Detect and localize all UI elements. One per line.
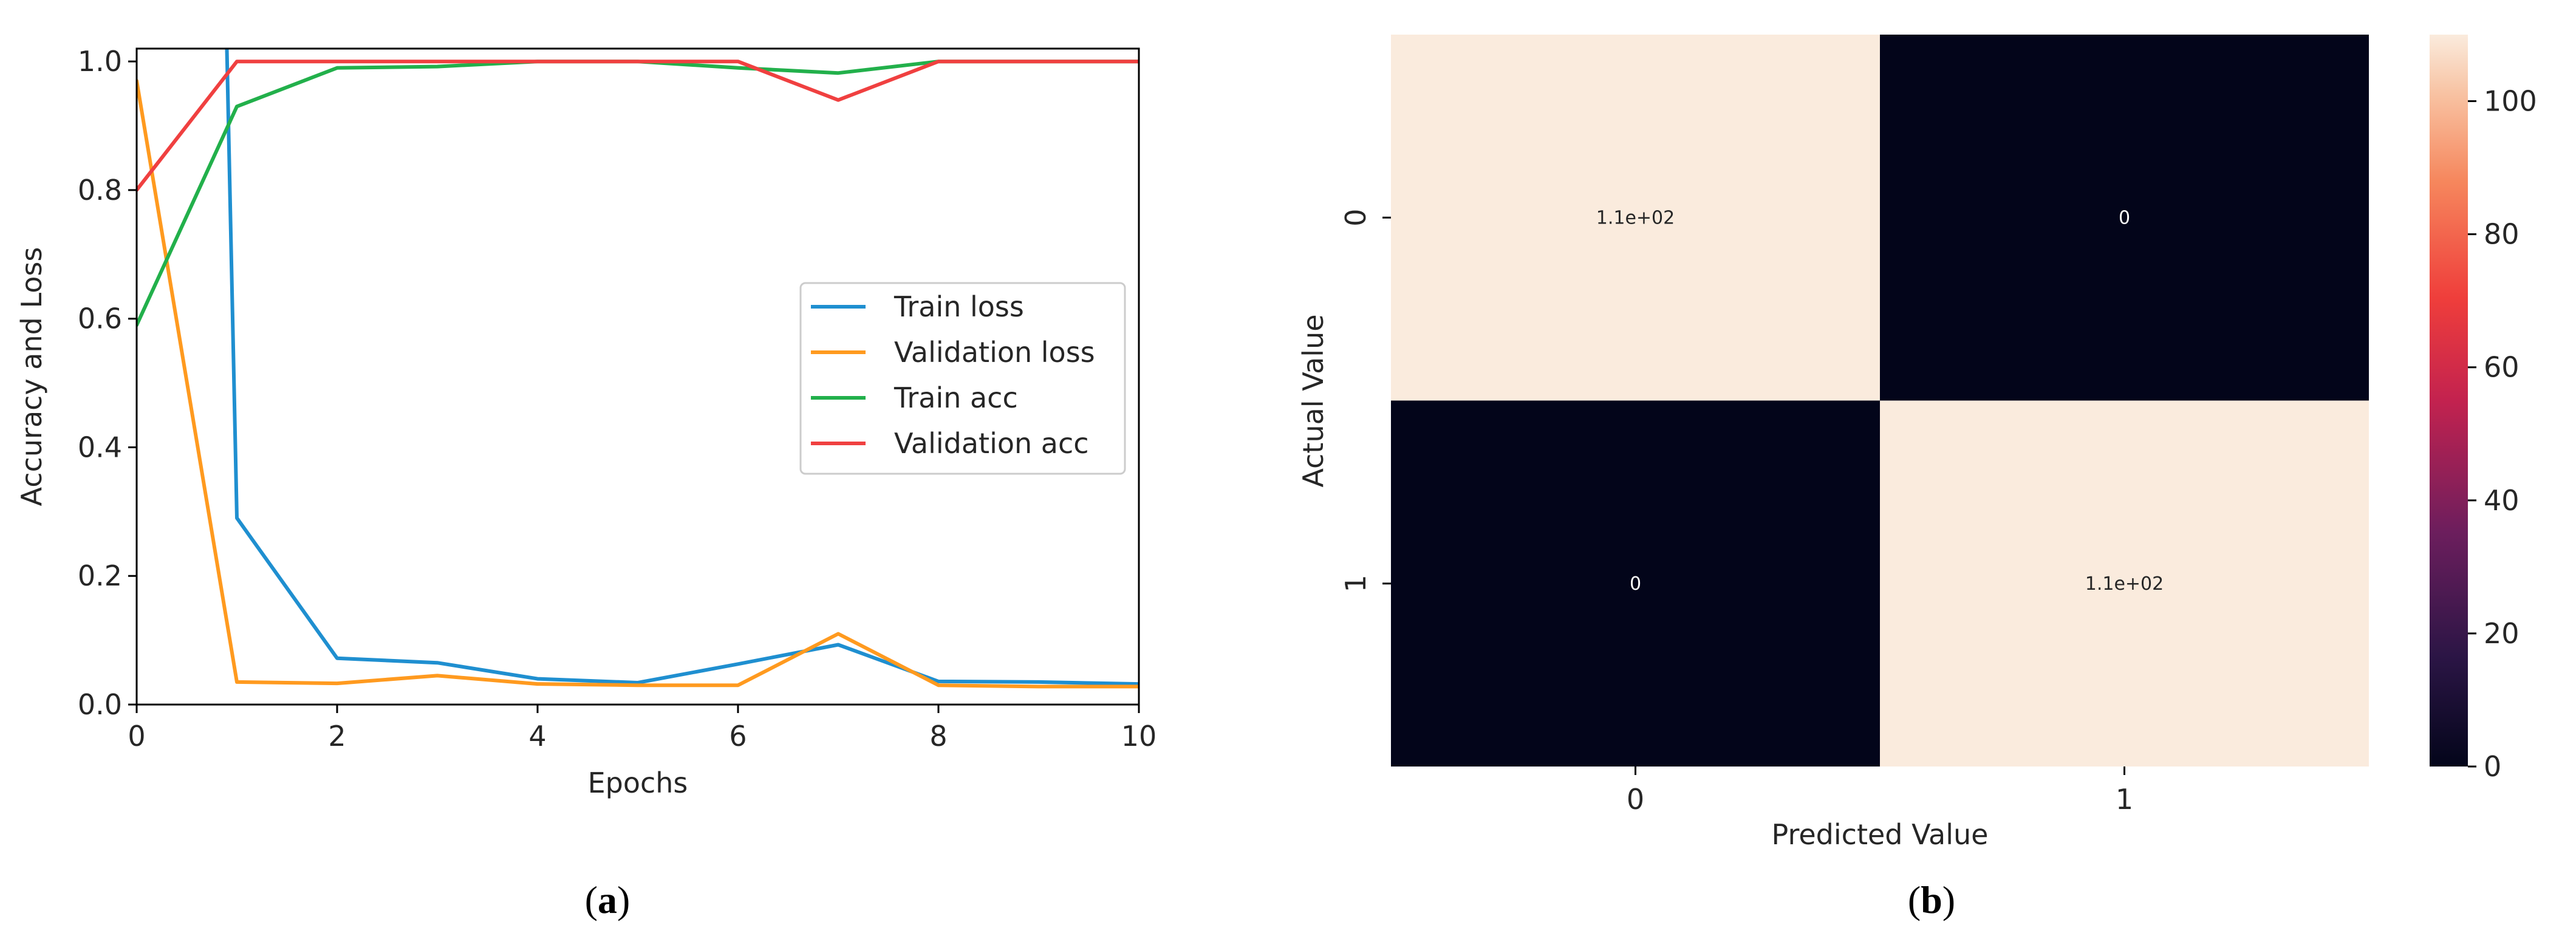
- heatmap-cell: [1880, 35, 2369, 401]
- colorbar-tick-label: 60: [2484, 351, 2520, 384]
- panel-b-caption: (b): [1908, 878, 1955, 921]
- heatmap-cell-value: 1.1e+02: [1596, 207, 1675, 228]
- panel-a-letter: a: [598, 878, 617, 921]
- y-tick-label: 0.0: [78, 688, 122, 721]
- heatmap-cell: [1880, 400, 2369, 767]
- legend: Train loss Validation loss Train acc Valida…: [799, 282, 1126, 475]
- x-axis-label: Predicted Value: [1772, 818, 1989, 851]
- y-tick-label: 0.2: [78, 559, 122, 592]
- colorbar-gradient: [2430, 35, 2468, 767]
- legend-box: [799, 282, 1126, 475]
- plot-frame: [135, 47, 1140, 706]
- panel-b-letter: b: [1921, 878, 1942, 921]
- legend-label-validation-acc: Validation acc: [894, 427, 1089, 460]
- heatmap-cell-value: 1.1e+02: [2085, 573, 2164, 595]
- series-line-validation-loss: [137, 78, 1139, 689]
- y-axis-ticks: 01: [1339, 209, 1391, 592]
- legend-label-validation-loss: Validation loss: [894, 336, 1095, 369]
- colorbar: 0 20 40 60 80 100: [2430, 35, 2537, 783]
- legend-entries: Train loss Validation loss Train acc Valida…: [811, 290, 1095, 460]
- y-tick-label: 0.4: [78, 431, 122, 463]
- series-line-train-loss: [225, 49, 1139, 686]
- legend-label-train-loss: Train loss: [893, 290, 1024, 323]
- colorbar-tick-label: 100: [2484, 85, 2537, 118]
- y-tick-label: 1.0: [78, 45, 122, 78]
- x-tick-label: 6: [729, 720, 746, 753]
- x-tick-label: 2: [328, 720, 346, 753]
- y-tick-label: 0: [1339, 209, 1372, 227]
- x-axis-ticks: 0 2 4 6 8 10: [128, 705, 1156, 753]
- heatmap-cells: 1.1e+02 0 0 1.1e+02: [1391, 35, 2369, 767]
- x-tick-label: 1: [2116, 783, 2133, 816]
- x-tick-label: 10: [1121, 720, 1157, 753]
- x-axis-label: Epochs: [588, 767, 688, 799]
- colorbar-tick-label: 0: [2484, 750, 2501, 783]
- heatmap-cell: [1391, 400, 1880, 767]
- y-axis-ticks: 0.0 0.2 0.4 0.6 0.8 1.0: [78, 45, 137, 721]
- panel-a-caption: (a): [585, 878, 630, 921]
- x-tick-label: 8: [929, 720, 947, 753]
- colorbar-tick-label: 20: [2484, 617, 2520, 650]
- colorbar-ticks: 0 20 40 60 80 100: [2468, 85, 2537, 783]
- colorbar-tick-label: 40: [2484, 484, 2520, 517]
- training-curves-chart: 0 2 4 6 8 10 0.0 0.2 0.4 0.6 0.8 1.0 Epochs Accura…: [15, 45, 1156, 921]
- y-axis-label: Accuracy and Loss: [15, 247, 48, 507]
- heatmap-cell-value: 0: [1630, 573, 1641, 595]
- x-tick-label: 0: [128, 720, 145, 753]
- legend-label-train-acc: Train acc: [893, 381, 1018, 414]
- heatmap-cell: [1391, 35, 1880, 401]
- x-tick-label: 0: [1627, 783, 1644, 816]
- x-tick-label: 4: [528, 720, 546, 753]
- series-line-validation-acc: [137, 60, 1139, 192]
- colorbar-tick-label: 80: [2484, 218, 2520, 251]
- y-tick-label: 1: [1339, 575, 1372, 592]
- y-tick-label: 0.6: [78, 302, 122, 335]
- series-lines: [137, 49, 1139, 689]
- y-tick-label: 0.8: [78, 174, 122, 207]
- heatmap-cell-value: 0: [2119, 207, 2130, 228]
- y-axis-label: Actual Value: [1297, 314, 1330, 487]
